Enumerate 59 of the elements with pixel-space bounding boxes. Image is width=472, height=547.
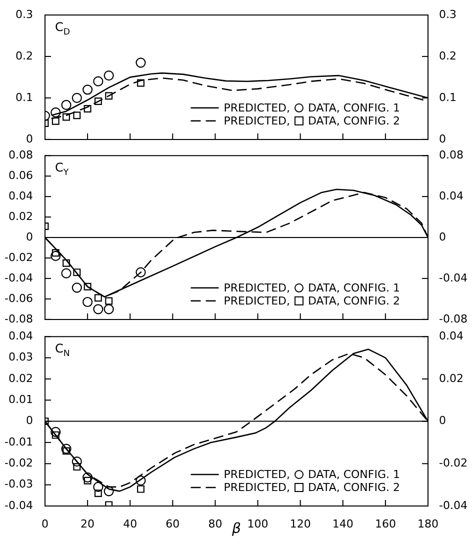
x-tick-label: 40 xyxy=(123,517,138,530)
y2-tick-label: 0.3 xyxy=(439,8,456,21)
legend-label: DATA, CONFIG. 2 xyxy=(308,114,400,128)
y2-tick-label: 0.02 xyxy=(439,372,464,385)
y-tick-label: 0.08 xyxy=(8,148,33,162)
y-tick-label: -0.06 xyxy=(4,292,33,305)
legend-label: PREDICTED, xyxy=(224,468,290,481)
y-tick-label: -0.02 xyxy=(4,456,33,470)
legend-label: DATA, CONFIG. 2 xyxy=(308,294,400,308)
legend-label: PREDICTED, xyxy=(224,114,290,128)
legend-label: DATA, CONFIG. 1 xyxy=(308,281,400,294)
y-tick-label: -0.01 xyxy=(4,435,33,448)
legend-label: PREDICTED, xyxy=(224,480,290,494)
y2-tick-label: -0.08 xyxy=(439,312,468,326)
y2-tick-label: -0.04 xyxy=(439,498,468,512)
x-tick-label: 100 xyxy=(247,517,268,530)
y2-tick-label: 0.08 xyxy=(439,148,464,162)
y2-tick-label: 0 xyxy=(439,230,446,244)
x-tick-label: 180 xyxy=(418,517,438,530)
legend-label: PREDICTED, xyxy=(224,294,290,308)
legend-label: PREDICTED, xyxy=(224,281,290,294)
x-tick-label: 60 xyxy=(166,517,180,530)
y2-tick-label: -0.02 xyxy=(439,456,468,470)
y2-tick-label: 0.04 xyxy=(439,329,464,342)
y-tick-label: 0 xyxy=(26,414,33,428)
y2-tick-label: 0.1 xyxy=(439,90,456,104)
y-tick-label: 0.2 xyxy=(16,49,33,62)
x-tick-label: 140 xyxy=(332,517,354,530)
y-tick-label: -0.08 xyxy=(4,312,33,326)
y-tick-label: 0.04 xyxy=(8,189,33,202)
y-tick-label: -0.02 xyxy=(4,250,33,264)
y2-tick-label: 0.04 xyxy=(439,189,464,202)
y-tick-label: 0.01 xyxy=(8,392,33,406)
y-tick-label: 0.1 xyxy=(16,90,33,104)
y2-tick-label: 0.2 xyxy=(439,49,456,62)
legend-label: DATA, CONFIG. 1 xyxy=(308,101,400,114)
y-tick-label: 0.03 xyxy=(8,350,33,364)
y-tick-label: 0.3 xyxy=(16,8,33,21)
x-axis-title: β xyxy=(231,521,242,538)
y-tick-label: 0.02 xyxy=(8,210,33,223)
legend-label: PREDICTED, xyxy=(224,101,290,114)
x-tick-label: 80 xyxy=(208,517,222,530)
y-tick-label: 0.04 xyxy=(8,329,33,342)
legend-label: DATA, CONFIG. 2 xyxy=(308,480,400,494)
y2-tick-label: -0.04 xyxy=(439,271,468,284)
y2-tick-label: 0 xyxy=(439,132,446,146)
x-tick-label: 160 xyxy=(374,517,396,530)
x-tick-label: 120 xyxy=(290,517,311,530)
y-tick-label: -0.03 xyxy=(4,478,33,491)
y-tick-label: -0.04 xyxy=(4,271,33,284)
y-tick-label: 0.02 xyxy=(8,372,33,385)
x-tick-label: 20 xyxy=(80,517,95,530)
legend-label: DATA, CONFIG. 1 xyxy=(308,468,400,481)
y-tick-label: 0 xyxy=(26,132,33,146)
x-tick-label: 0 xyxy=(42,517,48,530)
y-tick-label: -0.04 xyxy=(4,498,33,512)
y-tick-label: 0 xyxy=(26,230,33,244)
y-tick-label: 0.06 xyxy=(8,168,33,182)
y2-tick-label: 0 xyxy=(439,414,446,428)
